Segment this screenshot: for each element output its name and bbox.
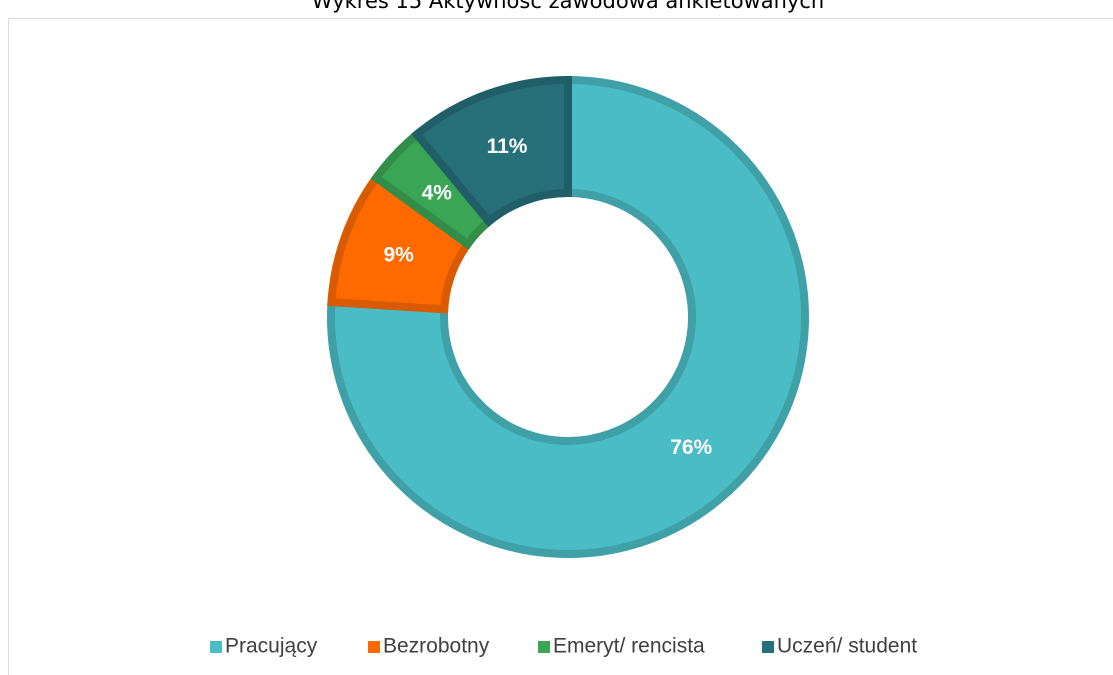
donut-segment [411, 75, 572, 228]
legend-swatch [368, 641, 380, 653]
legend-swatch [210, 641, 222, 653]
data-label: 9% [383, 244, 414, 267]
legend-label: Pracujący [225, 635, 318, 658]
legend-label: Emeryt/ rencista [553, 635, 705, 658]
legend-label: Bezrobotny [383, 635, 490, 658]
data-label: 76% [670, 436, 712, 459]
chart-title: Wykres 15 Aktywność zawodowa ankietowany… [312, 0, 824, 13]
legend-swatch [538, 641, 550, 653]
data-label: 4% [422, 181, 453, 204]
data-label: 11% [487, 135, 528, 158]
donut-segment [327, 75, 809, 558]
legend-label: Uczeń/ student [777, 635, 917, 658]
legend-swatch [762, 641, 774, 653]
